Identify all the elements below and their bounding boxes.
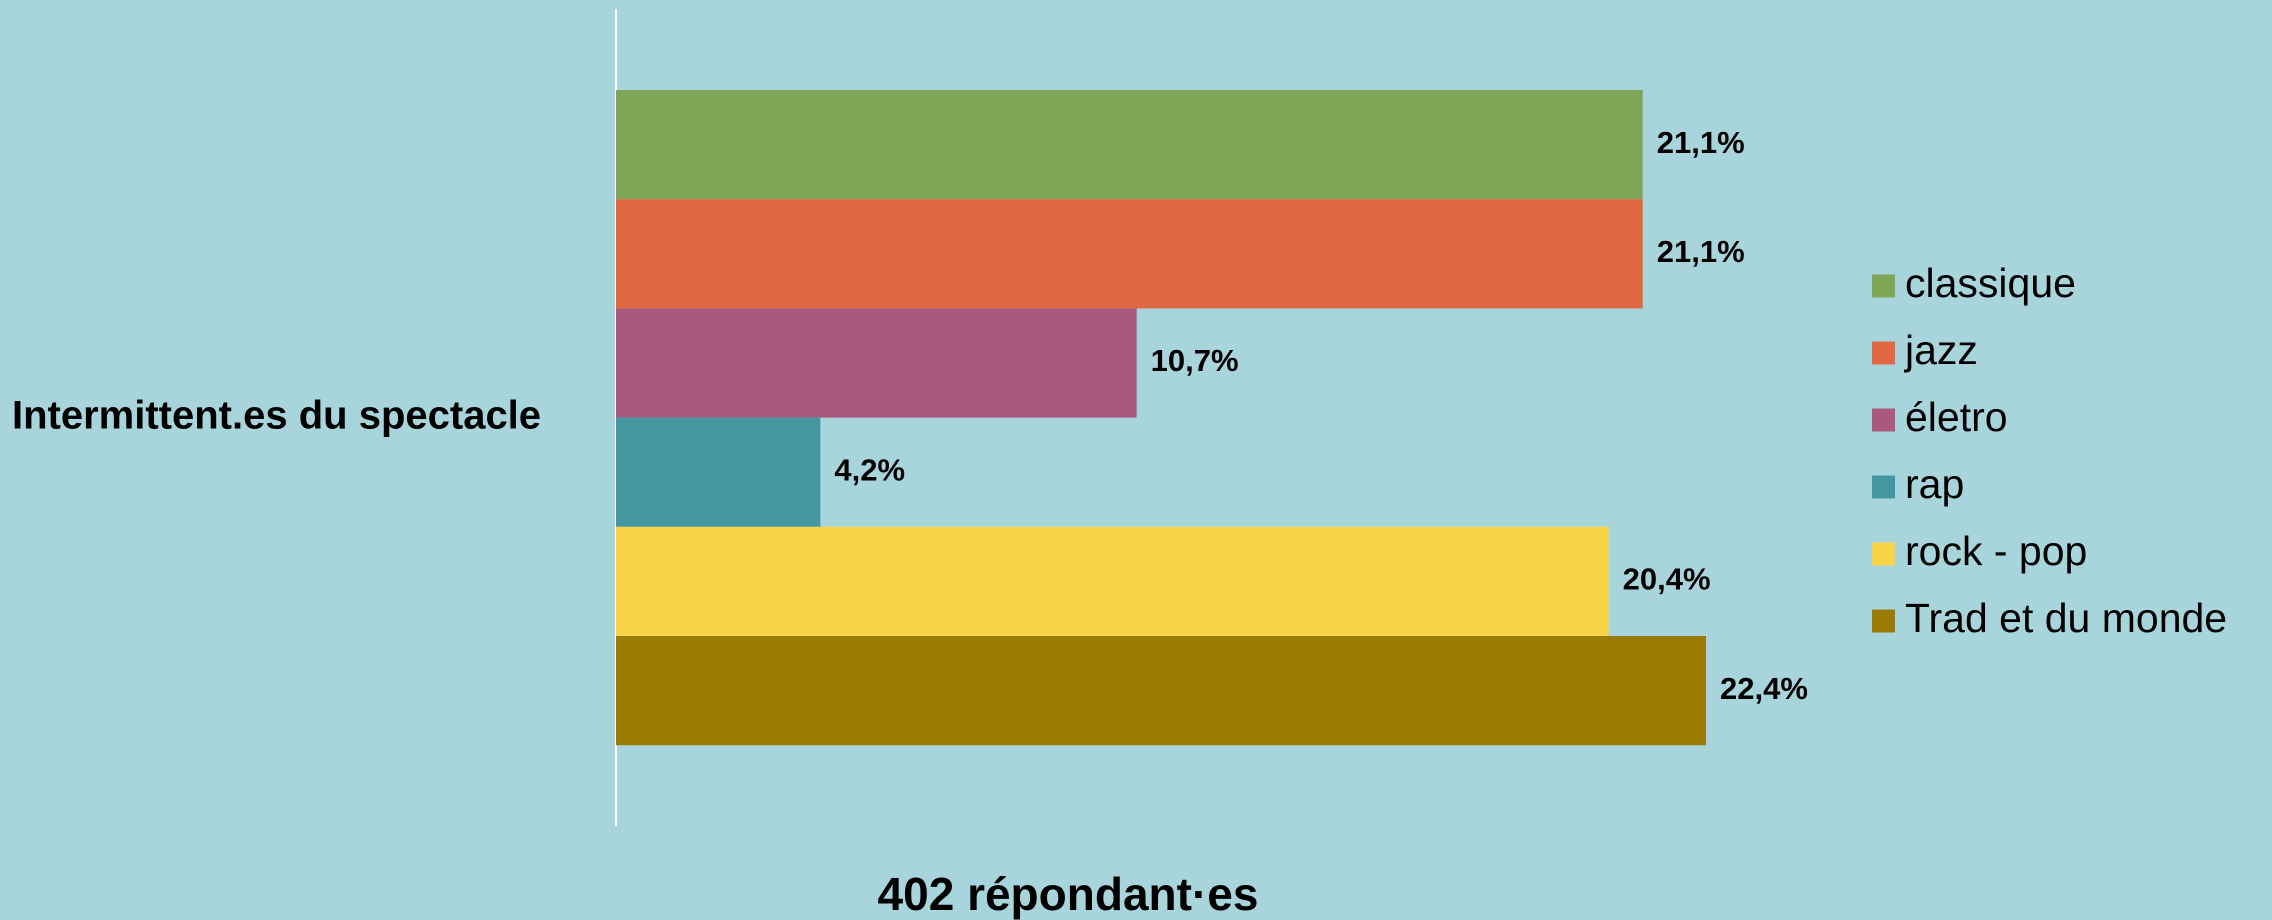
legend-swatch: [1872, 408, 1895, 432]
bar: [616, 526, 1609, 636]
bar: [616, 636, 1706, 746]
legend-swatch: [1872, 542, 1895, 566]
x-axis-label: 402 répondant·es: [878, 868, 1259, 920]
value-label: 4,2%: [834, 452, 905, 487]
category-label: Intermittent.es du spectacle: [12, 394, 541, 438]
value-label: 22,4%: [1720, 671, 1808, 706]
bar: [616, 308, 1137, 418]
legend-label: életro: [1905, 394, 2008, 440]
legend-label: jazz: [1904, 327, 1978, 373]
legend-swatch: [1872, 475, 1895, 499]
legend-label: rap: [1905, 461, 1964, 507]
bar: [616, 199, 1643, 309]
legend-label: classique: [1905, 260, 2076, 306]
value-label: 20,4%: [1623, 562, 1711, 597]
legend-swatch: [1872, 274, 1895, 298]
bar: [616, 90, 1643, 200]
legend-label: Trad et du monde: [1905, 595, 2227, 641]
value-label: 21,1%: [1657, 125, 1745, 160]
legend-swatch: [1872, 341, 1895, 365]
value-label: 21,1%: [1657, 234, 1745, 269]
value-label: 10,7%: [1151, 343, 1239, 378]
legend-label: rock - pop: [1905, 528, 2087, 574]
legend-swatch: [1872, 609, 1895, 633]
bar: [616, 417, 821, 527]
